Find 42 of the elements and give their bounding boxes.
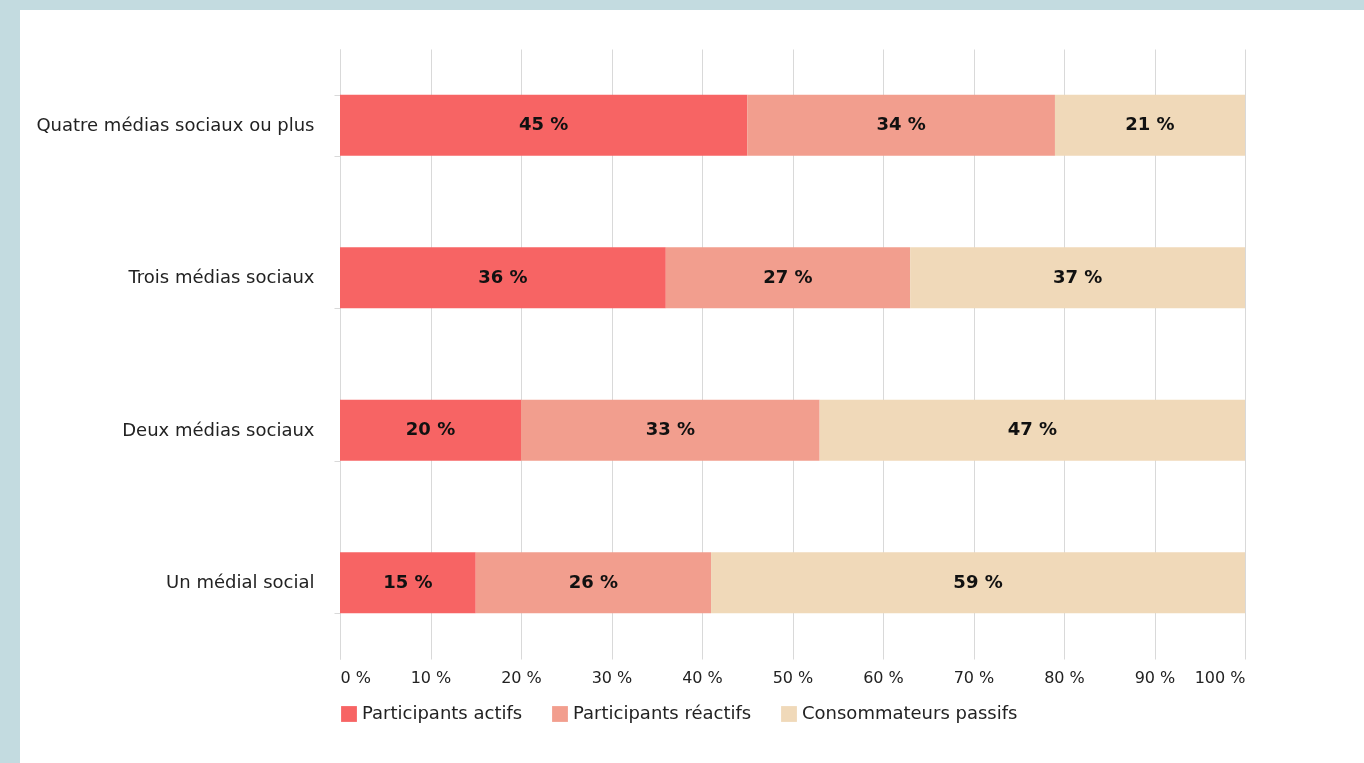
x-tick-label: 0 %	[340, 667, 371, 687]
x-tick-label: 100 %	[1194, 667, 1246, 687]
y-tick-label: Deux médias sociaux	[122, 418, 315, 440]
bar	[1054, 94, 1245, 156]
legend-label: Consommateurs passifs	[802, 702, 1018, 723]
bar	[665, 247, 911, 309]
data-label: 36 %	[478, 265, 528, 287]
data-label: 20 %	[405, 418, 456, 440]
x-tick-label: 40 %	[682, 667, 723, 687]
bar	[340, 94, 748, 156]
data-label: 34 %	[876, 113, 926, 135]
bar	[340, 552, 476, 614]
y-tick-label: Un médial social	[166, 571, 315, 593]
bar	[910, 247, 1245, 309]
data-label: 59 %	[953, 570, 1003, 592]
x-tick-label: 20 %	[501, 667, 542, 687]
bar	[521, 399, 820, 461]
legend-label: Participants réactifs	[573, 702, 752, 723]
data-label: 27 %	[763, 265, 813, 287]
bar	[340, 247, 666, 309]
y-tick-label: Quatre médias sociaux ou plus	[36, 113, 315, 135]
x-tick-label: 80 %	[1044, 667, 1085, 687]
x-tick-label: 60 %	[863, 667, 904, 687]
legend-label: Participants actifs	[362, 702, 523, 723]
bar	[475, 552, 712, 614]
data-label: 15 %	[383, 570, 433, 592]
x-tick-label: 70 %	[953, 667, 995, 687]
data-label: 47 %	[1007, 418, 1057, 440]
x-tick-label: 30 %	[591, 667, 633, 687]
data-label: 21 %	[1125, 113, 1175, 135]
x-tick-label: 90 %	[1134, 667, 1176, 687]
bar	[711, 552, 1245, 614]
bar	[340, 399, 521, 461]
x-tick-label: 10 %	[410, 667, 452, 687]
bar	[819, 399, 1245, 461]
data-label: 26 %	[568, 570, 619, 592]
data-label: 33 %	[645, 418, 695, 440]
bar	[747, 94, 1055, 156]
data-label: 45 %	[518, 113, 569, 135]
data-label: 37 %	[1052, 265, 1103, 287]
x-tick-label: 50 %	[772, 667, 814, 687]
y-tick-label: Trois médias sociaux	[127, 266, 315, 288]
